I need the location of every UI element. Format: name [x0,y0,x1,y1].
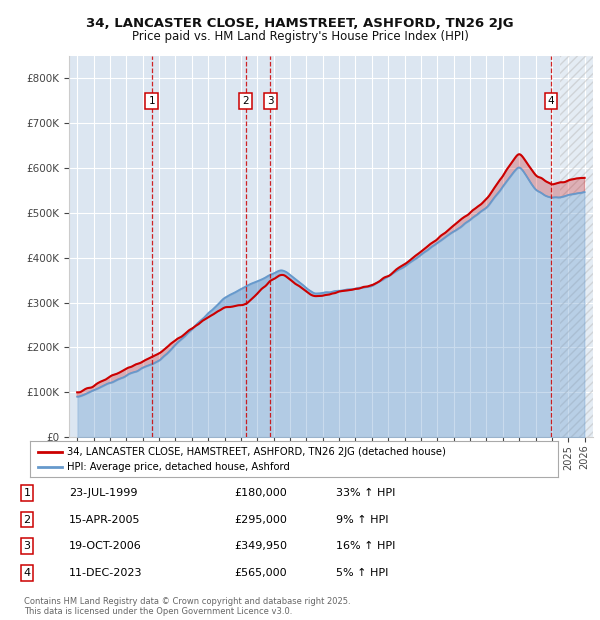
Text: 19-OCT-2006: 19-OCT-2006 [69,541,142,551]
Text: 1: 1 [148,95,155,105]
Text: £295,000: £295,000 [234,515,287,525]
Text: Price paid vs. HM Land Registry's House Price Index (HPI): Price paid vs. HM Land Registry's House … [131,30,469,43]
Text: 1: 1 [23,488,31,498]
Text: This data is licensed under the Open Government Licence v3.0.: This data is licensed under the Open Gov… [24,607,292,616]
Text: £565,000: £565,000 [234,568,287,578]
Bar [560,56,593,437]
Text: 4: 4 [23,568,31,578]
Text: 9% ↑ HPI: 9% ↑ HPI [336,515,389,525]
Text: 33% ↑ HPI: 33% ↑ HPI [336,488,395,498]
Text: £180,000: £180,000 [234,488,287,498]
Text: 15-APR-2005: 15-APR-2005 [69,515,140,525]
Text: 2: 2 [242,95,249,105]
Text: 34, LANCASTER CLOSE, HAMSTREET, ASHFORD, TN26 2JG (detached house): 34, LANCASTER CLOSE, HAMSTREET, ASHFORD,… [67,446,446,456]
Text: 34, LANCASTER CLOSE, HAMSTREET, ASHFORD, TN26 2JG: 34, LANCASTER CLOSE, HAMSTREET, ASHFORD,… [86,17,514,30]
Text: 5% ↑ HPI: 5% ↑ HPI [336,568,388,578]
Text: 11-DEC-2023: 11-DEC-2023 [69,568,143,578]
Text: 3: 3 [267,95,274,105]
Text: HPI: Average price, detached house, Ashford: HPI: Average price, detached house, Ashf… [67,463,290,472]
Text: 23-JUL-1999: 23-JUL-1999 [69,488,137,498]
Text: Contains HM Land Registry data © Crown copyright and database right 2025.: Contains HM Land Registry data © Crown c… [24,597,350,606]
Text: £349,950: £349,950 [234,541,287,551]
Text: 16% ↑ HPI: 16% ↑ HPI [336,541,395,551]
Text: 4: 4 [548,95,554,105]
Bar [560,56,593,437]
Text: 2: 2 [23,515,31,525]
Text: 3: 3 [23,541,31,551]
